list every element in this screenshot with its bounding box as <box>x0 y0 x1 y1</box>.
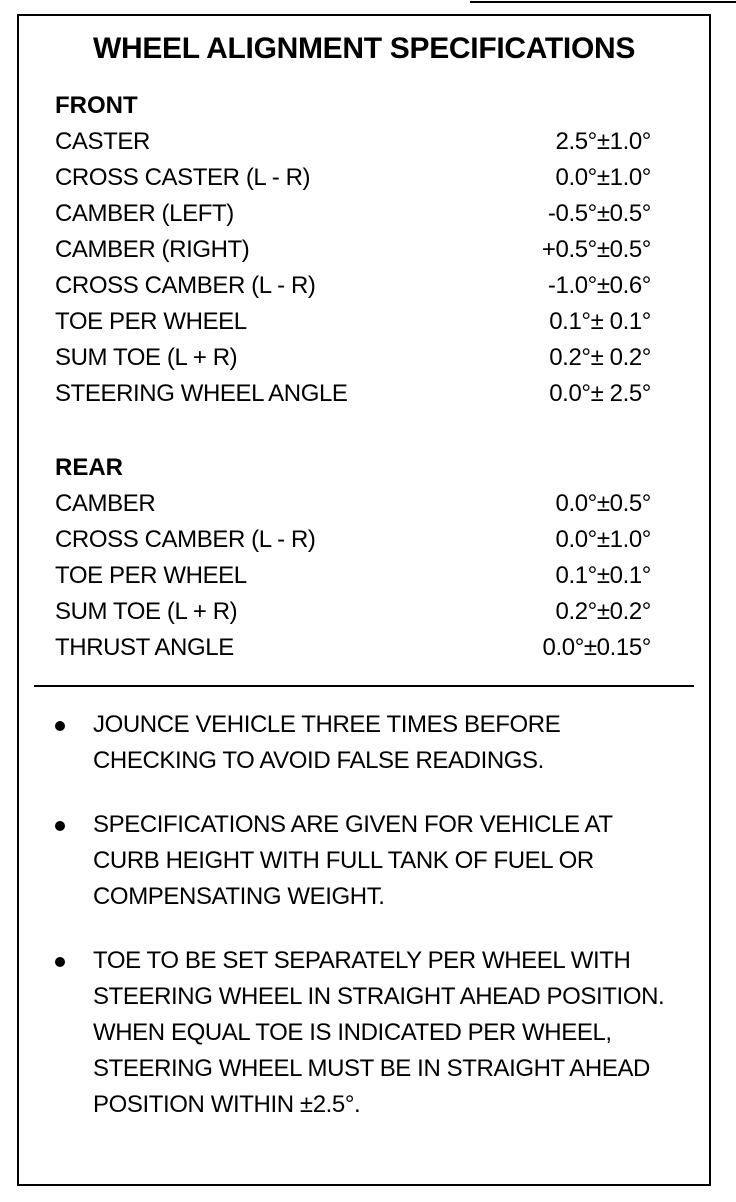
spec-label: CAMBER (LEFT) <box>55 200 234 227</box>
spec-value: 0.0°±1.0° <box>555 526 652 553</box>
spec-row: CAMBER (RIGHT) +0.5°±0.5° <box>55 236 651 272</box>
spec-row: CASTER 2.5°±1.0° <box>55 128 651 164</box>
spec-label: CROSS CAMBER (L - R) <box>55 272 316 299</box>
spec-label: CROSS CASTER (L - R) <box>55 164 311 191</box>
note-3: TOE TO BE SET SEPARATELY PER WHEEL WITH … <box>55 943 675 1123</box>
spec-value: 2.5°±1.0° <box>555 128 652 155</box>
bullet-icon <box>55 821 65 831</box>
spec-value: -0.5°±0.5° <box>547 200 651 227</box>
spec-label: TOE PER WHEEL <box>55 562 247 589</box>
spec-row: CROSS CAMBER (L - R) -1.0°±0.6° <box>55 272 651 308</box>
spec-label: CAMBER <box>55 490 156 517</box>
front-heading: FRONT <box>55 92 138 119</box>
spec-label: TOE PER WHEEL <box>55 308 247 335</box>
spec-box: WHEEL ALIGNMENT SPECIFICATIONS FRONT CAS… <box>17 14 711 1186</box>
spec-row: CROSS CAMBER (L - R) 0.0°±1.0° <box>55 526 651 562</box>
spec-row: THRUST ANGLE 0.0°±0.15° <box>55 634 651 670</box>
spec-row: SUM TOE (L + R) 0.2°± 0.2° <box>55 344 651 380</box>
spec-label: SUM TOE (L + R) <box>55 344 238 371</box>
spec-row: CROSS CASTER (L - R) 0.0°±1.0° <box>55 164 651 200</box>
spec-row: TOE PER WHEEL 0.1°± 0.1° <box>55 308 651 344</box>
spec-value: 0.1°± 0.1° <box>549 308 651 335</box>
spec-value: 0.2°±0.2° <box>555 598 652 625</box>
spec-label: SUM TOE (L + R) <box>55 598 238 625</box>
spec-value: 0.1°±0.1° <box>555 562 652 589</box>
spec-value: 0.2°± 0.2° <box>549 344 651 371</box>
spec-label: STEERING WHEEL ANGLE <box>55 380 348 407</box>
spec-row: TOE PER WHEEL 0.1°±0.1° <box>55 562 651 598</box>
bullet-icon <box>55 957 65 967</box>
spec-value: 0.0°± 2.5° <box>549 380 651 407</box>
spec-value: -1.0°±0.6° <box>547 272 651 299</box>
page-title: WHEEL ALIGNMENT SPECIFICATIONS <box>92 32 636 65</box>
spec-value: 0.0°±0.15° <box>542 634 652 661</box>
spec-label: CASTER <box>55 128 150 155</box>
spec-value: 0.0°±0.5° <box>555 490 652 517</box>
top-rule <box>470 1 736 3</box>
spec-row: STEERING WHEEL ANGLE 0.0°± 2.5° <box>55 380 651 416</box>
rear-heading: REAR <box>55 454 124 481</box>
note-1: JOUNCE VEHICLE THREE TIMES BEFORE CHECKI… <box>55 707 635 779</box>
spec-label: CROSS CAMBER (L - R) <box>55 526 316 553</box>
spec-label: THRUST ANGLE <box>55 634 234 661</box>
spec-row: CAMBER 0.0°±0.5° <box>55 490 651 526</box>
spec-row: CAMBER (LEFT) -0.5°±0.5° <box>55 200 651 236</box>
spec-label: CAMBER (RIGHT) <box>55 236 250 263</box>
spec-value: +0.5°±0.5° <box>541 236 652 263</box>
bullet-icon <box>55 721 65 731</box>
spec-value: 0.0°±1.0° <box>555 164 652 191</box>
divider <box>34 685 694 687</box>
note-2: SPECIFICATIONS ARE GIVEN FOR VEHICLE AT … <box>55 807 675 915</box>
spec-row: SUM TOE (L + R) 0.2°±0.2° <box>55 598 651 634</box>
